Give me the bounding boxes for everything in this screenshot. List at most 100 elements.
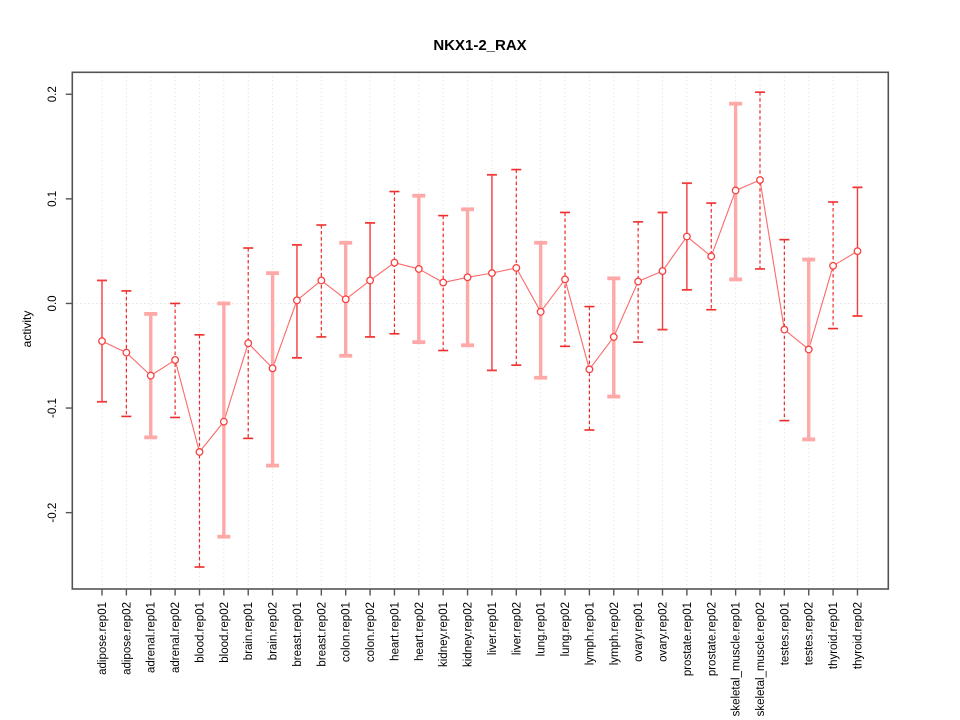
data-point (317, 276, 326, 285)
series-connector (491, 267, 517, 274)
series-connector (174, 359, 201, 453)
y-tick-label: 0.0 (47, 295, 59, 311)
x-tick-label: adipose.rep01 (97, 602, 109, 675)
series-connector (101, 340, 127, 354)
x-tick-label: ovary.rep01 (633, 602, 645, 662)
data-point (146, 371, 155, 380)
y-tick-label: -0.2 (47, 503, 59, 523)
y-tick-label: -0.1 (47, 398, 59, 418)
x-tick-label: brain.rep01 (243, 602, 255, 660)
x-tick-label: breast.rep02 (316, 602, 328, 667)
x-tick-label: prostate.rep01 (682, 602, 694, 676)
data-point (463, 273, 472, 282)
data-point (609, 332, 618, 341)
data-point (829, 261, 838, 270)
data-point (512, 263, 521, 272)
x-tick-label: lung.rep02 (560, 602, 572, 656)
x-tick-label: adrenal.rep02 (170, 602, 182, 673)
data-point (293, 296, 301, 305)
series-connector (320, 280, 347, 300)
data-point (634, 277, 643, 286)
data-point (195, 448, 204, 456)
x-tick-label: lymph.rep02 (609, 602, 621, 665)
data-point (585, 365, 594, 374)
series-connector (808, 265, 834, 350)
x-tick-label: skeletal_muscle.rep02 (755, 602, 767, 716)
x-tick-label: ovary.rep02 (658, 602, 670, 662)
series-connector (588, 336, 615, 370)
data-point (780, 325, 789, 334)
data-point (658, 267, 667, 275)
series-connector (564, 279, 590, 370)
series-connector (272, 300, 298, 369)
data-point (439, 278, 448, 287)
data-point (756, 176, 764, 184)
x-tick-label: kidney.rep01 (438, 602, 450, 667)
series-connector (296, 280, 322, 301)
x-tick-label: heart.rep02 (414, 602, 426, 661)
series-connector (710, 190, 737, 257)
data-point (536, 307, 545, 316)
x-tick-label: kidney.rep02 (463, 602, 475, 667)
series-connector (125, 352, 152, 377)
series-connector (199, 421, 225, 453)
x-tick-label: prostate.rep02 (706, 602, 718, 676)
series-connector (467, 272, 493, 278)
series-connector (345, 280, 371, 300)
data-point (244, 339, 253, 348)
x-tick-label: testes.rep02 (804, 602, 816, 665)
x-tick-label: thyroid.rep01 (828, 602, 840, 669)
series-connector (662, 236, 688, 272)
series-connector (247, 342, 273, 369)
series-connector (394, 262, 419, 270)
series-connector (613, 281, 639, 338)
series-connector (686, 236, 712, 257)
x-tick-label: colon.rep02 (365, 602, 377, 662)
x-tick-label: testes.rep01 (779, 602, 791, 665)
x-tick-label: lymph.rep01 (584, 602, 596, 665)
plot-frame (71, 71, 890, 590)
data-point (853, 247, 862, 256)
x-tick-label: brain.rep02 (268, 602, 280, 660)
data-point (171, 355, 180, 364)
x-tick-label: skeletal_muscle.rep01 (731, 602, 743, 716)
series-connector (443, 276, 468, 284)
series-connector (540, 279, 566, 313)
series-connector (150, 359, 176, 377)
x-tick-label: blood.rep02 (219, 602, 231, 663)
data-point (268, 364, 277, 373)
x-tick-label: breast.rep01 (292, 602, 304, 667)
data-point (122, 348, 131, 357)
data-point (707, 252, 716, 261)
data-point (682, 232, 691, 241)
x-tick-label: liver.rep02 (511, 602, 523, 655)
data-point (366, 276, 375, 285)
x-tick-label: adrenal.rep01 (146, 602, 158, 673)
data-point (414, 264, 423, 273)
data-point (804, 345, 813, 354)
data-point (219, 417, 228, 426)
x-tick-label: blood.rep01 (194, 602, 206, 663)
series-connector (784, 329, 810, 350)
series-connector (418, 268, 444, 284)
series-connector (759, 179, 785, 330)
series-connector (223, 343, 249, 422)
data-point (98, 337, 106, 346)
data-point (487, 269, 496, 278)
y-tick-label: 0.2 (47, 86, 59, 102)
x-tick-label: heart.rep01 (389, 602, 401, 661)
series-connector (735, 179, 761, 191)
series-connector (369, 262, 395, 281)
x-tick-label: adipose.rep02 (121, 602, 133, 675)
series-connector (832, 250, 858, 267)
chart-title: NKX1-2_RAX (433, 37, 527, 54)
data-point (731, 186, 740, 195)
x-tick-label: lung.rep01 (536, 602, 548, 656)
series-connector (637, 270, 663, 282)
x-tick-label: liver.rep01 (487, 602, 499, 655)
data-point (341, 295, 350, 304)
data-point (390, 258, 399, 267)
data-point (561, 275, 569, 284)
